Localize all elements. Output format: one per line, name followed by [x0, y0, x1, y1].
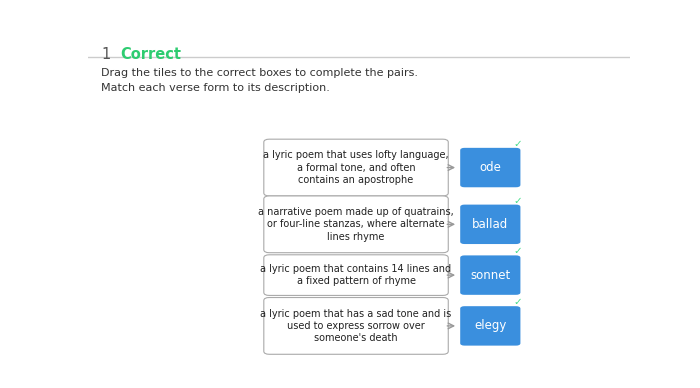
Text: 1: 1 [101, 47, 111, 62]
FancyBboxPatch shape [460, 204, 520, 244]
Text: ballad: ballad [473, 218, 508, 231]
Text: ✓: ✓ [513, 246, 522, 256]
Text: sonnet: sonnet [470, 268, 510, 282]
Text: a lyric poem that contains 14 lines and
a fixed pattern of rhyme: a lyric poem that contains 14 lines and … [260, 264, 452, 286]
Text: Match each verse form to its description.: Match each verse form to its description… [101, 83, 330, 93]
FancyBboxPatch shape [264, 298, 448, 354]
Text: ✓: ✓ [513, 297, 522, 307]
Text: Correct: Correct [120, 47, 181, 62]
FancyBboxPatch shape [460, 255, 520, 295]
Text: ode: ode [480, 161, 501, 174]
Text: a lyric poem that uses lofty language,
a formal tone, and often
contains an apos: a lyric poem that uses lofty language, a… [263, 150, 449, 185]
FancyBboxPatch shape [264, 139, 448, 196]
Text: a lyric poem that has a sad tone and is
used to express sorrow over
someone's de: a lyric poem that has a sad tone and is … [260, 308, 452, 343]
FancyBboxPatch shape [264, 196, 448, 253]
Text: elegy: elegy [474, 319, 507, 333]
Text: Drag the tiles to the correct boxes to complete the pairs.: Drag the tiles to the correct boxes to c… [101, 68, 418, 78]
Text: ✓: ✓ [513, 139, 522, 149]
Text: ✓: ✓ [513, 196, 522, 206]
FancyBboxPatch shape [460, 148, 520, 187]
FancyBboxPatch shape [460, 306, 520, 346]
FancyBboxPatch shape [264, 255, 448, 295]
Text: a narrative poem made up of quatrains,
or four-line stanzas, where alternate
lin: a narrative poem made up of quatrains, o… [258, 207, 454, 242]
